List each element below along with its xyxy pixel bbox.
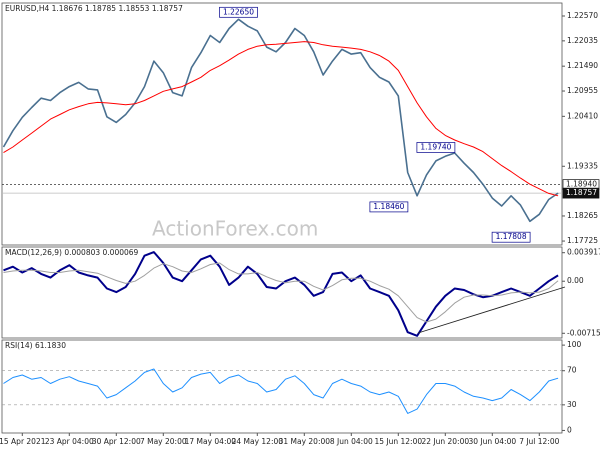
annotation-box xyxy=(416,142,456,153)
y-tick-label: 30 xyxy=(567,400,577,409)
annotation-label: 1.18460 xyxy=(373,202,404,211)
y-tick-label: 100 xyxy=(567,340,582,349)
y-tick-label: 1.20955 xyxy=(567,86,598,95)
panel xyxy=(1,246,563,339)
series-line xyxy=(3,262,559,323)
annotation-box xyxy=(369,201,409,213)
y-tick-label: 0 xyxy=(567,425,572,434)
panel-title: RSI(14) 61.1830 xyxy=(5,341,66,350)
series-line xyxy=(3,41,559,197)
y-tick-label: 0.003917 xyxy=(567,248,600,257)
watermark: ActionForex.com xyxy=(152,217,318,241)
x-tick-label: 30 Jun 04:00 xyxy=(468,437,516,446)
annotation-box xyxy=(219,6,258,18)
x-tick-label: 23 Apr 04:00 xyxy=(45,437,94,446)
trend-line xyxy=(417,286,566,334)
annotation-label: 1.22650 xyxy=(223,7,254,16)
x-tick-label: 30 Apr 12:00 xyxy=(92,437,141,446)
x-tick-label: 22 Jun 20:00 xyxy=(421,437,469,446)
price-label-box xyxy=(562,187,600,199)
panel xyxy=(1,2,563,246)
x-tick-label: 7 Jul 12:00 xyxy=(519,437,559,446)
series-line xyxy=(2,18,559,223)
y-tick-label: 1.18265 xyxy=(567,211,598,220)
y-tick-label: 1.22035 xyxy=(567,36,598,45)
y-tick-label: 1.21490 xyxy=(567,61,598,70)
y-tick-label: 1.20410 xyxy=(567,111,598,120)
x-tick-label: 15 Apr 2021 xyxy=(0,437,46,446)
y-tick-label: 1.22570 xyxy=(567,11,598,20)
price-label: 1.18757 xyxy=(566,188,597,197)
x-tick-label: 7 May 20:00 xyxy=(140,437,187,446)
annotation-label: 1.19740 xyxy=(420,142,451,151)
panel-title: EURUSD,H4 1.18676 1.18785 1.18553 1.1875… xyxy=(5,4,183,13)
series-line xyxy=(3,251,559,337)
price-label: 1.18940 xyxy=(566,180,597,189)
x-tick-label: 24 May 12:00 xyxy=(232,437,284,446)
x-tick-label: 17 May 04:00 xyxy=(185,437,237,446)
y-tick-label: 1.19335 xyxy=(567,161,598,170)
x-tick-label: 8 Jun 04:00 xyxy=(330,437,373,446)
x-tick-label: 15 Jun 12:00 xyxy=(374,437,422,446)
x-tick-label: 31 May 20:00 xyxy=(279,437,331,446)
panel xyxy=(1,339,563,434)
panel-title: MACD(12,26,9) 0.000803 0.000069 xyxy=(5,248,139,257)
annotation-label: 1.17808 xyxy=(496,232,527,241)
annotation-box xyxy=(491,231,531,243)
series-line xyxy=(3,368,559,414)
y-tick-label: -0.007152 xyxy=(567,328,600,337)
y-tick-label: 0.00 xyxy=(567,276,584,285)
y-tick-label: 70 xyxy=(567,366,577,375)
y-tick-label: 1.17725 xyxy=(567,236,598,245)
